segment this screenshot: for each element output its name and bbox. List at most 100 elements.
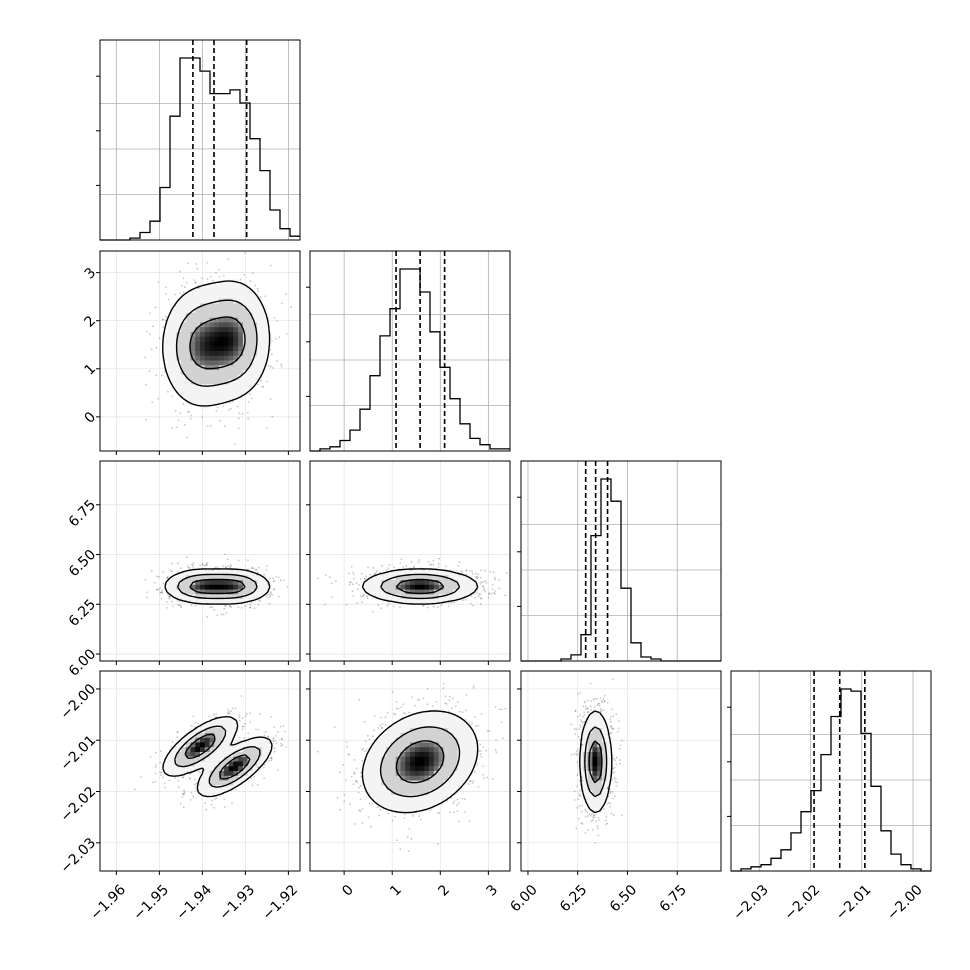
density-cell (190, 351, 196, 357)
sample-point (144, 356, 147, 359)
sample-point (482, 777, 485, 779)
sample-point (157, 397, 160, 400)
density-cell (247, 752, 253, 758)
sample-point (172, 605, 174, 608)
sample-point (234, 788, 237, 791)
density-cell (405, 584, 411, 590)
density-cell (410, 580, 416, 586)
sample-point (162, 582, 165, 585)
sample-point (176, 736, 179, 739)
density-cell (467, 584, 473, 590)
density-cell (195, 398, 201, 404)
density-cell (257, 365, 263, 371)
density-cell (204, 365, 210, 371)
sample-point (178, 270, 181, 273)
sample-point (481, 585, 484, 588)
density-cell (166, 336, 172, 342)
sample-point (205, 808, 208, 811)
density-cell (247, 365, 253, 371)
density-cell (252, 341, 258, 347)
sample-point (317, 577, 319, 580)
density-cell (247, 341, 253, 347)
sample-point (256, 287, 259, 290)
density-cell (171, 341, 177, 347)
sample-point (265, 595, 268, 598)
density-cell (261, 742, 268, 748)
sample-point (357, 791, 360, 794)
density-cell (247, 351, 253, 357)
sample-point (206, 425, 209, 427)
density-cell (214, 374, 220, 380)
density-cell (238, 384, 244, 390)
sample-point (265, 380, 268, 383)
density-cell (242, 312, 249, 319)
sample-point (271, 594, 274, 596)
sample-point (470, 595, 473, 597)
density-cell (414, 584, 420, 590)
sample-point (156, 588, 158, 591)
panel-2-0 (96, 460, 301, 665)
sample-point (169, 569, 172, 572)
sample-point (159, 761, 162, 764)
sample-point (268, 602, 271, 605)
sample-point (273, 750, 276, 753)
density-cell (209, 584, 215, 590)
sample-point (395, 707, 398, 710)
density-cell (261, 747, 268, 753)
sample-point (403, 817, 406, 820)
sample-point (182, 776, 185, 779)
sample-point (475, 575, 478, 578)
density-cell (242, 355, 249, 361)
panel-background (100, 461, 300, 661)
density-cell (209, 374, 215, 380)
density-cell (381, 575, 387, 581)
density-cell (176, 374, 182, 380)
sample-point (270, 365, 272, 368)
sample-point (238, 716, 241, 719)
sample-point (155, 764, 158, 766)
density-cell (176, 298, 182, 304)
sample-point (155, 751, 157, 754)
sample-point (185, 281, 188, 284)
density-cell (209, 298, 215, 304)
sample-point (190, 791, 193, 794)
density-cell (228, 336, 234, 342)
sample-point (244, 605, 247, 608)
sample-point (165, 293, 167, 295)
sample-point (162, 776, 165, 779)
sample-point (258, 566, 260, 569)
density-cell (223, 332, 229, 338)
density-cell (171, 584, 177, 590)
sample-point (269, 591, 272, 593)
sample-point (254, 568, 257, 571)
density-cell (195, 365, 201, 371)
sample-point (365, 575, 367, 578)
density-cell (214, 756, 220, 762)
sample-point (230, 407, 232, 410)
density-cell (195, 370, 201, 376)
density-cell (233, 312, 239, 319)
density-cell (204, 351, 210, 357)
sample-point (224, 553, 227, 556)
contour-line (162, 280, 271, 407)
density-cell (176, 365, 182, 371)
sample-point (494, 578, 496, 581)
density-cell (261, 360, 268, 366)
sample-point (462, 599, 464, 602)
density-cell (204, 374, 210, 380)
sample-point (506, 572, 508, 574)
density-cell (209, 756, 215, 762)
density-cell (219, 374, 225, 380)
density-cell (386, 594, 392, 600)
density-cell (219, 584, 225, 590)
density-cell (204, 737, 210, 743)
density-cell (462, 589, 468, 595)
sample-point (367, 566, 369, 569)
density-cell (204, 580, 210, 586)
sample-point (403, 712, 405, 714)
sample-point (183, 789, 185, 792)
panel-1-1 (306, 250, 511, 452)
sample-point (186, 436, 189, 439)
sample-point (427, 561, 430, 563)
density-cell (257, 341, 263, 347)
